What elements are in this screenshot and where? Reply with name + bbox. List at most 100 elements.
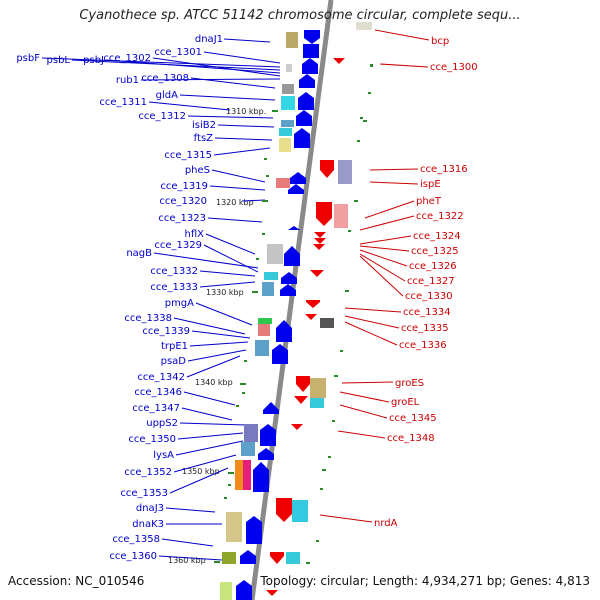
- gene-arrow: [314, 238, 326, 244]
- gene-arrow: [263, 402, 279, 414]
- gene-label-cce-1335[interactable]: cce_1335: [401, 323, 449, 334]
- scale-label: 1340 kbp: [195, 378, 233, 387]
- gene-label-psbF[interactable]: psbF: [16, 53, 40, 64]
- genome-stats-text: Topology: circular; Length: 4,934,271 bp…: [260, 574, 590, 588]
- gene-arrow: [276, 320, 292, 342]
- accession-text: Accession: NC_010546: [8, 574, 145, 588]
- gene-label-cce-1315[interactable]: cce_1315: [164, 150, 212, 161]
- minus-strand-gene-labels: dnaJ1 psbF psbL psbJ cce_1302 cce_1301 r…: [16, 34, 223, 562]
- gene-arrow: [270, 552, 284, 564]
- gene-arrow: [288, 184, 304, 194]
- gene-label-gldA[interactable]: gldA: [156, 90, 178, 101]
- gene-label-pheT[interactable]: pheT: [416, 196, 442, 207]
- gene-arrow: [316, 202, 332, 226]
- plus-strand-gene-labels: bcp cce_1300 cce_1316 ispE pheT cce_1322…: [374, 36, 478, 529]
- gene-label-bcp[interactable]: bcp: [431, 36, 449, 47]
- gene-label-uppS2[interactable]: uppS2: [146, 418, 178, 429]
- gene-label-cce-1358[interactable]: cce_1358: [112, 534, 160, 545]
- gene-label-cce-1326[interactable]: cce_1326: [409, 261, 457, 272]
- gene-label-cce-1342[interactable]: cce_1342: [137, 372, 185, 383]
- chromosome-backbone: [249, 0, 334, 600]
- gene-arrow: [304, 30, 320, 44]
- gene-arrow: [294, 396, 308, 404]
- gene-label-cce-1322[interactable]: cce_1322: [416, 211, 464, 222]
- gene-label-psaD[interactable]: psaD: [161, 356, 187, 367]
- gene-label-cce-1320[interactable]: cce_1320: [159, 196, 207, 207]
- gene-label-cce-1300[interactable]: cce_1300: [430, 62, 478, 73]
- gene-label-cce-1302[interactable]: cce_1302: [103, 53, 151, 64]
- gene-label-ispE[interactable]: ispE: [420, 179, 441, 190]
- gene-label-pmgA[interactable]: pmgA: [165, 298, 194, 309]
- scale-label: 1350 kbp: [182, 467, 220, 476]
- gene-label-cce-1360[interactable]: cce_1360: [109, 551, 157, 562]
- gene-arrow: [240, 550, 256, 564]
- gene-label-dnaJ3[interactable]: dnaJ3: [136, 503, 164, 514]
- gene-arrow: [246, 516, 262, 544]
- gene-arrow: [266, 590, 278, 596]
- gene-label-ftsZ[interactable]: ftsZ: [194, 133, 213, 144]
- gene-arrow: [260, 424, 276, 446]
- gene-arrow: [272, 344, 288, 364]
- gene-label-cce-1345[interactable]: cce_1345: [389, 413, 437, 424]
- gene-label-cce-1308[interactable]: cce_1308: [141, 73, 189, 84]
- gene-label-groEL[interactable]: groEL: [391, 397, 420, 408]
- gene-label-cce-1330[interactable]: cce_1330: [405, 291, 453, 302]
- gene-label-cce-1353[interactable]: cce_1353: [120, 488, 168, 499]
- gene-arrow: [236, 580, 252, 600]
- gene-label-cce-1350[interactable]: cce_1350: [128, 434, 176, 445]
- gene-label-hflX[interactable]: hflX: [185, 229, 205, 240]
- gene-arrow: [306, 300, 320, 308]
- gene-label-cce-1329[interactable]: cce_1329: [154, 240, 202, 251]
- gene-label-cce-1333[interactable]: cce_1333: [150, 282, 198, 293]
- gene-label-lysA[interactable]: lysA: [153, 450, 174, 461]
- plus-strand-gene-blocks: [286, 22, 372, 564]
- map-title: Cyanothece sp. ATCC 51142 chromosome cir…: [79, 8, 521, 23]
- gene-label-cce-1327[interactable]: cce_1327: [407, 276, 455, 287]
- gene-label-cce-1332[interactable]: cce_1332: [150, 266, 198, 277]
- gene-label-rub1[interactable]: rub1: [116, 75, 139, 86]
- gene-label-nrdA[interactable]: nrdA: [374, 518, 398, 529]
- gene-label-cce-1323[interactable]: cce_1323: [158, 213, 206, 224]
- gene-label-trpE1[interactable]: trpE1: [161, 341, 188, 352]
- gene-arrow: [296, 110, 312, 126]
- gene-label-cce-1352[interactable]: cce_1352: [124, 467, 172, 478]
- gene-arrow: [296, 376, 310, 392]
- gene-label-cce-1324[interactable]: cce_1324: [413, 231, 461, 242]
- plus-strand-connectors: [319, 29, 430, 523]
- gene-label-pheS[interactable]: pheS: [185, 165, 210, 176]
- gene-label-cce-1301[interactable]: cce_1301: [154, 47, 202, 58]
- gene-label-cce-1347[interactable]: cce_1347: [132, 403, 180, 414]
- gene-label-cce-1339[interactable]: cce_1339: [142, 326, 190, 337]
- gene-arrow: [298, 92, 314, 110]
- gene-label-cce-1325[interactable]: cce_1325: [411, 246, 459, 257]
- gene-label-psbL[interactable]: psbL: [47, 55, 71, 66]
- gene-arrow: [313, 244, 325, 250]
- gene-arrow: [281, 272, 297, 284]
- gene-label-cce-1334[interactable]: cce_1334: [403, 307, 451, 318]
- gene-arrow: [294, 128, 310, 148]
- gene-label-cce-1346[interactable]: cce_1346: [134, 387, 182, 398]
- gene-arrow: [291, 424, 303, 430]
- gene-label-cce-1311[interactable]: cce_1311: [99, 97, 147, 108]
- gene-label-cce-1348[interactable]: cce_1348: [387, 433, 435, 444]
- gene-label-nagB[interactable]: nagB: [126, 248, 152, 259]
- gene-arrow: [303, 44, 319, 58]
- gene-label-psbJ[interactable]: psbJ: [83, 55, 104, 66]
- gene-label-cce-1338[interactable]: cce_1338: [124, 313, 172, 324]
- gene-label-cce-1336[interactable]: cce_1336: [399, 340, 447, 351]
- gene-label-cce-1319[interactable]: cce_1319: [160, 181, 208, 192]
- gene-label-cce-1316[interactable]: cce_1316: [420, 164, 468, 175]
- gene-label-dnaK3[interactable]: dnaK3: [132, 519, 164, 530]
- gene-arrow: [253, 462, 269, 492]
- scale-labels: 1310 kbp. 1320 kbp 1330 kbp 1340 kbp 135…: [168, 107, 266, 565]
- gene-arrow: [310, 270, 324, 277]
- gene-label-dnaJ1[interactable]: dnaJ1: [195, 34, 223, 45]
- gene-label-cce-1312[interactable]: cce_1312: [138, 111, 186, 122]
- minus-strand-connectors: [41, 38, 281, 561]
- gene-label-groES[interactable]: groES: [395, 378, 424, 389]
- gene-arrow: [276, 498, 292, 522]
- scale-label: 1360 kbp: [168, 556, 206, 565]
- minus-strand-arrows: [236, 30, 320, 600]
- gene-label-isiB2[interactable]: isiB2: [192, 120, 216, 131]
